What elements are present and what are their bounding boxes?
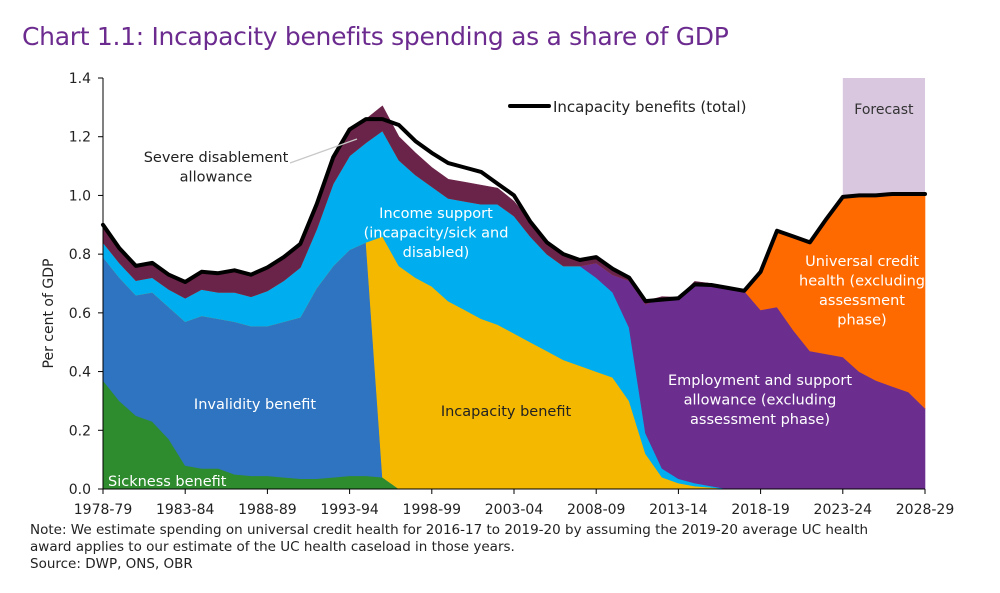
x-tick-label: 2018-19 (731, 502, 790, 518)
annotation-universal-credit-health: assessment (819, 293, 905, 309)
note-line-2: award applies to our estimate of the UC … (30, 539, 515, 555)
source-line: Source: DWP, ONS, OBR (30, 556, 193, 572)
y-tick-label: 0.0 (69, 482, 91, 498)
annotation-employment-support-allowance: assessment phase) (690, 412, 830, 428)
annotation-severe-disablement-allowance: Severe disablement (144, 150, 289, 166)
x-tick-label: 1978-79 (74, 502, 133, 518)
annotation-universal-credit-health: Universal credit (805, 254, 919, 270)
chart-title: Chart 1.1: Incapacity benefits spending … (22, 22, 729, 51)
y-tick-label: 0.6 (69, 306, 91, 322)
annotation-leader-line (289, 138, 358, 164)
annotation-universal-credit-health: health (excluding (799, 274, 925, 290)
annotation-universal-credit-health: phase) (837, 313, 886, 329)
annotation-invalidity-benefit: Invalidity benefit (194, 397, 316, 413)
x-tick-label: 2003-04 (485, 502, 544, 518)
annotation-sickness-benefit: Sickness benefit (108, 474, 227, 490)
y-tick-label: 0.4 (69, 365, 91, 381)
y-tick-label: 1.4 (69, 71, 91, 87)
y-tick-label: 0.2 (69, 423, 91, 439)
y-axis-label: Per cent of GDP (41, 259, 57, 369)
total-line-layer (101, 117, 927, 304)
x-tick-label: 1993-94 (320, 502, 379, 518)
legend: Incapacity benefits (total) (508, 98, 746, 116)
total-line (101, 117, 927, 304)
x-tick-label: 1988-89 (238, 502, 297, 518)
y-tick-label: 1.0 (69, 188, 91, 204)
note-line-1: Note: We estimate spending on universal … (30, 522, 869, 538)
annotation-employment-support-allowance: Employment and support (668, 373, 852, 389)
x-tick-label: 2023-24 (814, 502, 873, 518)
chart-notes: Note: We estimate spending on universal … (30, 522, 868, 573)
annotation-severe-disablement-allowance: allowance (180, 170, 253, 186)
y-tick-label: 0.8 (69, 247, 91, 263)
legend-label: Incapacity benefits (total) (553, 98, 746, 116)
x-tick-label: 1983-84 (156, 502, 215, 518)
annotations: Sickness benefit Invalidity benefit Incapa… (108, 138, 925, 490)
forecast-label: Forecast (854, 102, 914, 118)
x-tick-label: 2008-09 (567, 502, 626, 518)
x-tick-label: 2013-14 (649, 502, 708, 518)
y-tick-label: 1.2 (69, 130, 91, 146)
annotation-income-support: Income support (379, 206, 493, 222)
annotation-incapacity-benefit: Incapacity benefit (441, 404, 572, 420)
annotation-employment-support-allowance: allowance (excluding (684, 393, 837, 409)
annotation-income-support: (incapacity/sick and (364, 226, 509, 242)
axes: 0.0 0.2 0.4 0.6 0.8 1.0 1.2 1.4 1978-79 1983-84 19… (41, 71, 954, 518)
x-tick-label: 2028-29 (896, 502, 955, 518)
x-tick-label: 1998-99 (403, 502, 462, 518)
annotation-income-support: disabled) (403, 245, 470, 261)
